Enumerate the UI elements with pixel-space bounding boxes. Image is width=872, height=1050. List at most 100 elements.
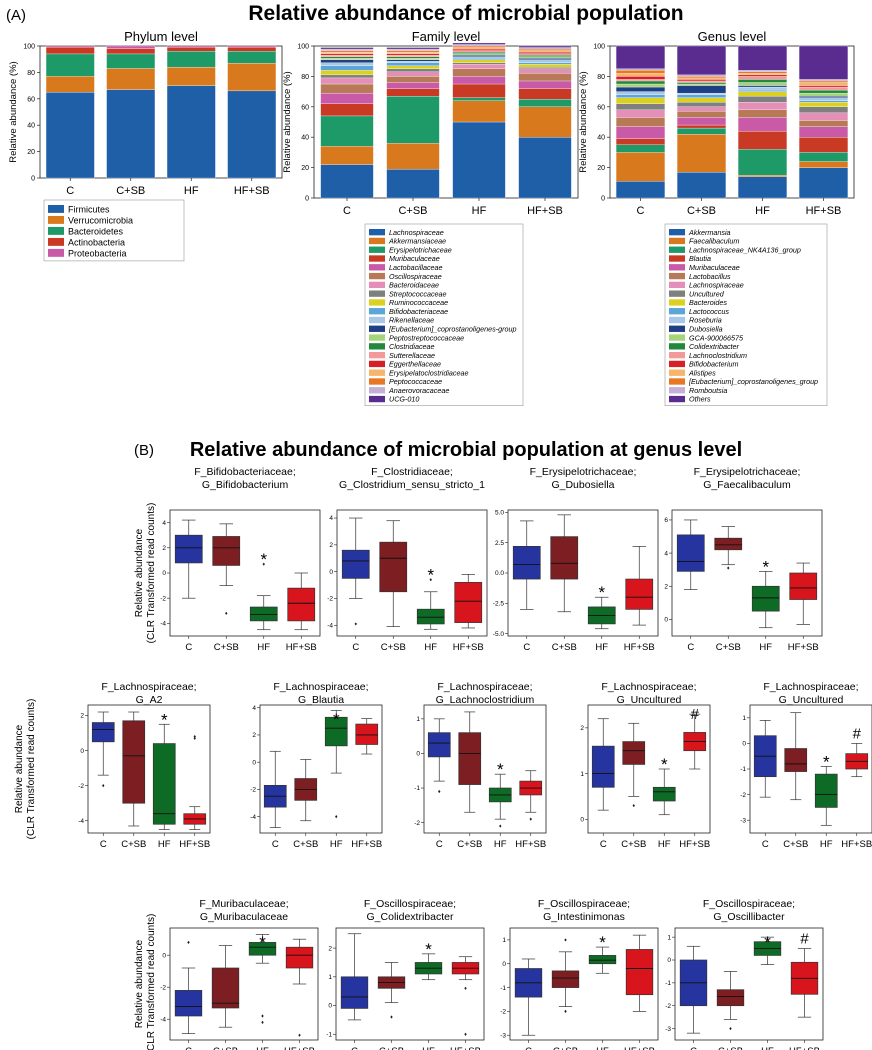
ylabel-line2: (CLR Transformed read counts) <box>146 503 157 644</box>
bar-segment <box>320 59 374 63</box>
legend-swatch <box>669 325 685 332</box>
bar-segment <box>615 109 666 118</box>
bar-segment <box>737 109 788 118</box>
box-iqr <box>355 723 379 745</box>
bar-segment <box>518 53 572 56</box>
x-tick-label: C+SB <box>293 839 318 850</box>
chart-title-family: F_Oscillospiraceae; <box>703 898 795 910</box>
bar-segment <box>518 106 572 138</box>
y-tick-label: 4 <box>329 515 333 522</box>
x-tick-label: HF+SB <box>624 1046 655 1050</box>
x-tick-label: C+SB <box>553 1046 578 1050</box>
x-tick-label: C+SB <box>783 839 808 850</box>
box-c <box>91 711 115 788</box>
bar-segment <box>386 88 440 97</box>
bar-segment <box>452 64 506 69</box>
significance-star: * <box>427 566 434 585</box>
y-tick-label: 100 <box>593 44 605 51</box>
ylabel-line2: (CLR Transformed read counts) <box>26 699 37 840</box>
y-tick-label: 1 <box>742 715 746 722</box>
bar-segment <box>615 126 666 139</box>
legend-swatch <box>369 351 385 359</box>
legend-entry: Erysipelotrichaceae <box>389 245 452 254</box>
y-tick-label: -3 <box>740 817 746 824</box>
legend-entry: Alistipes <box>688 368 716 377</box>
box-hf <box>152 723 176 830</box>
legend: AkkermansiaFaecalibaculumLachnospiraceae… <box>664 223 828 406</box>
bar-segment <box>615 68 666 71</box>
y-tick-label: -2 <box>327 596 333 603</box>
legend-swatch <box>369 334 385 341</box>
row-ylabel-1: Relative abundance (CLR Transformed read … <box>14 699 37 840</box>
bar-segment <box>615 117 666 127</box>
significance-star: * <box>823 752 830 771</box>
box-iqr <box>122 720 146 804</box>
bar-segment <box>615 103 666 110</box>
x-tick-label: HF <box>658 839 671 850</box>
x-tick-label: C+SB <box>213 1046 238 1050</box>
y-tick-label: -5.0 <box>493 631 505 638</box>
box-hf-plus-sb <box>625 545 654 626</box>
bar-segment <box>518 73 572 82</box>
bar-segment <box>106 45 156 49</box>
bar-segment <box>166 85 216 179</box>
outlier-point <box>727 566 730 570</box>
outlier-point <box>499 824 502 828</box>
legend-swatch <box>369 387 385 394</box>
bar-segment <box>518 51 572 54</box>
bar-segment <box>320 47 374 50</box>
box-hf <box>414 953 443 981</box>
bar-segment <box>737 175 788 177</box>
bar-segment <box>386 96 440 144</box>
x-tick-label: HF+SB <box>286 642 317 653</box>
bar-segment <box>227 90 277 179</box>
outlier-point <box>429 578 432 582</box>
box-c <box>174 519 203 599</box>
legend-swatch <box>669 281 685 289</box>
x-tick-label: HF <box>761 1046 774 1050</box>
box-chart-4: F_Clostridiaceae;G_Clostridium_sensu_str… <box>327 466 488 653</box>
box-hf-plus-sb <box>519 770 543 821</box>
bar-segment <box>227 63 277 92</box>
bar-segment <box>386 59 440 62</box>
legend-swatch <box>669 255 685 262</box>
box-hf-plus-sb <box>454 573 483 629</box>
outlier-point <box>464 986 467 990</box>
y-tick-label: 60 <box>301 104 309 111</box>
bar-segment <box>518 56 572 59</box>
bar-segment <box>798 167 849 199</box>
legend-swatch <box>669 360 685 368</box>
chart-title-family: F_Clostridiaceae; <box>371 466 453 478</box>
legend-entry: Akkermansiaceae <box>388 237 446 246</box>
legend-entry: Peptostreptococcaceae <box>389 333 464 342</box>
box-iqr <box>248 942 277 956</box>
bar-segment <box>452 58 506 60</box>
bar-segment <box>676 94 727 98</box>
bar-segment <box>45 45 95 48</box>
x-tick-label: C <box>185 1046 192 1050</box>
box-iqr <box>324 716 348 747</box>
outlier-point <box>193 736 196 740</box>
chart-title-genus: G_Lachnoclostridium <box>436 694 535 706</box>
box-plot-grid: F_Bifidobacteriaceae;G_Bifidobacterium -4… <box>78 466 872 1050</box>
significance-star: * <box>497 760 504 779</box>
bar-segment <box>737 82 788 86</box>
box-c-plus-sb <box>377 962 406 1019</box>
bar-segment <box>518 54 572 57</box>
legend-swatch <box>369 316 385 324</box>
y-tick-label: 0 <box>742 741 746 748</box>
ylabel-line1: Relative abundance <box>134 939 145 1028</box>
box-iqr <box>285 946 314 969</box>
bar-segment <box>615 83 666 88</box>
bar-segment <box>737 79 788 83</box>
bar-segment <box>386 54 440 57</box>
x-tick-label: C+SB <box>621 839 646 850</box>
bar-segment <box>452 97 506 101</box>
bar-segment <box>320 146 374 165</box>
bar-segment <box>386 50 440 53</box>
box-chart-9: F_Lachnospiraceae;G_Lachnoclostridium -2 -… <box>414 681 547 850</box>
bar-segment <box>676 79 727 82</box>
plot-frame <box>336 509 488 637</box>
box-hf <box>249 562 278 631</box>
x-tick-label: HF+SB <box>788 642 819 653</box>
